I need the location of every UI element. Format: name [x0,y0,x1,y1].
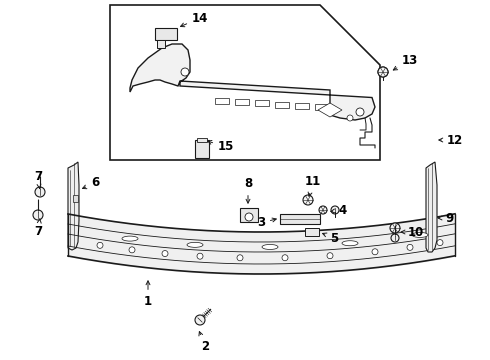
Circle shape [303,195,313,205]
Ellipse shape [342,241,358,246]
Text: 9: 9 [438,211,453,225]
Circle shape [327,253,333,259]
Text: 7: 7 [34,219,42,238]
Ellipse shape [412,233,428,237]
Bar [157,40,165,48]
Text: 4: 4 [331,203,346,216]
Ellipse shape [262,244,278,249]
Bar [275,102,289,108]
Text: 8: 8 [244,177,252,203]
Circle shape [319,206,327,214]
Text: 7: 7 [34,170,42,189]
Circle shape [407,244,413,250]
Circle shape [245,213,253,221]
Circle shape [437,240,443,246]
Bar [235,99,249,105]
Bar [215,98,229,104]
Circle shape [33,210,43,220]
Bar [295,103,309,109]
Circle shape [129,247,135,253]
Circle shape [197,253,203,259]
Circle shape [35,187,45,197]
Bar [197,138,207,142]
Polygon shape [68,162,79,250]
Circle shape [97,242,103,248]
Bar [280,214,320,224]
Circle shape [331,206,339,214]
Text: 5: 5 [322,231,338,244]
Circle shape [378,67,388,77]
Circle shape [282,255,288,261]
Circle shape [372,249,378,255]
Ellipse shape [187,242,203,247]
Circle shape [237,255,243,261]
Text: 13: 13 [393,54,418,70]
Circle shape [181,68,189,76]
Text: 2: 2 [199,332,209,353]
Bar [305,228,319,236]
Bar [315,104,329,110]
Text: 1: 1 [144,281,152,308]
Circle shape [356,108,364,116]
Polygon shape [130,44,375,120]
Circle shape [391,234,399,242]
Circle shape [162,251,168,257]
Ellipse shape [122,236,138,241]
Circle shape [390,223,400,233]
Circle shape [347,115,353,121]
Circle shape [378,67,388,77]
Polygon shape [318,103,342,117]
Polygon shape [426,162,437,252]
Bar [240,208,258,222]
Text: 6: 6 [82,176,99,189]
Circle shape [195,315,205,325]
Polygon shape [110,5,380,160]
Bar [195,140,209,158]
Text: 3: 3 [257,216,276,230]
Text: 15: 15 [208,140,234,153]
Bar [255,100,269,107]
Text: 10: 10 [401,225,424,238]
Bar [73,195,78,202]
Bar [155,28,177,40]
Text: 11: 11 [305,175,321,196]
Text: 12: 12 [439,134,463,147]
Text: 14: 14 [180,12,208,27]
